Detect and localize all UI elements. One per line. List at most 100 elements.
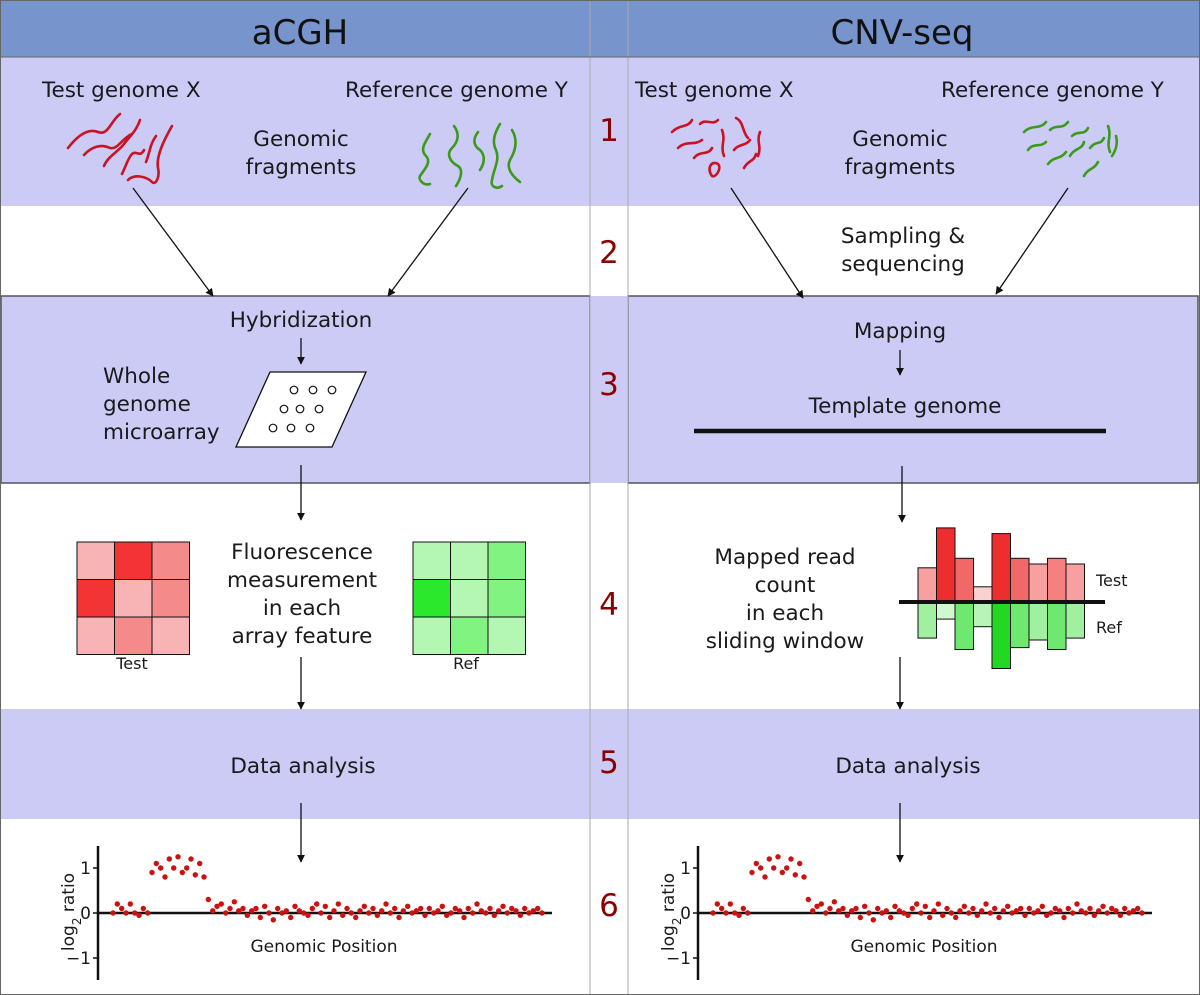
acgh-test-grid-cell-2-2 <box>114 579 153 618</box>
step-number-1: 1 <box>599 113 619 149</box>
acgh-plot-y-tick-label: −1 <box>66 949 91 969</box>
acgh-plot-data-point <box>413 908 419 914</box>
cnvseq-plot-y-tick-label: 0 <box>680 904 691 924</box>
acgh-plot-data-point <box>214 903 220 909</box>
acgh-plot-data-point <box>539 910 545 916</box>
cnvseq-plot-data-point <box>784 865 790 871</box>
acgh-plot-data-point <box>262 903 268 909</box>
acgh-plot-data-point <box>522 905 528 912</box>
cnvseq-plot-data-point <box>818 901 824 907</box>
acgh-plot-data-point <box>387 910 393 916</box>
acgh-test-grid-cell-1-3 <box>151 541 190 580</box>
cnvseq-plot-data-point <box>1078 908 1085 914</box>
acgh-plot-data-point <box>305 912 311 918</box>
acgh-plot-data-point <box>392 905 398 912</box>
cnvseq-plot-data-point <box>857 914 863 921</box>
cnvseq-plot-data-point <box>996 914 1002 921</box>
cnvseq-mapping-label: Mapping <box>854 319 946 344</box>
ref-count-bar <box>917 601 937 639</box>
cnvseq-plot-data-point <box>792 872 798 878</box>
acgh-ref-grid-label: Ref <box>453 654 479 673</box>
acgh-ref-grid-cell-3-1 <box>412 616 451 655</box>
cnvseq-plot-data-point <box>1091 912 1098 918</box>
acgh-fluorescence-label-line-3: in each <box>263 596 341 621</box>
acgh-plot-data-point <box>496 908 502 914</box>
cnvseq-test-genome-label: Test genome X <box>634 78 794 103</box>
cnvseq-plot-data-point <box>983 901 989 907</box>
acgh-plot-data-point <box>210 908 216 914</box>
cnvseq-plot-data-point <box>849 908 855 914</box>
acgh-plot-data-point <box>184 865 190 871</box>
acgh-plot-data-point <box>179 869 185 876</box>
cnvseq-reference-fragments-icon <box>1022 120 1119 178</box>
ref-count-bar <box>1047 601 1067 650</box>
cnvseq-plot-data-point <box>719 905 725 912</box>
acgh-ref-grid-cell-1-2 <box>450 541 489 580</box>
cnvseq-plot-data-point <box>970 905 976 912</box>
cnvseq-plot-data-point <box>710 910 716 916</box>
cnvseq-mapped-label-line-3: in each <box>746 601 824 626</box>
cnvseq-plot-data-point <box>1061 914 1067 921</box>
cnvseq-plot-data-point <box>914 901 920 907</box>
acgh-plot-data-point <box>370 905 376 912</box>
cnvseq-plot-data-point <box>961 903 967 909</box>
cnvseq-plot-data-point <box>1109 905 1115 912</box>
acgh-plot-data-point <box>448 910 454 916</box>
header-acgh: aCGH <box>252 13 349 53</box>
cnvseq-plot-data-point <box>766 856 772 862</box>
cnvseq-plot-data-point <box>922 903 928 909</box>
acgh-plot-data-point <box>244 912 250 918</box>
cnvseq-plot-data-point <box>758 865 764 871</box>
cnvseq-mapped-label-line-4: sliding window <box>706 629 864 654</box>
acgh-ref-grid-cell-2-3 <box>487 579 526 618</box>
cnvseq-plot-data-point <box>866 910 872 916</box>
acgh-plot-data-point <box>509 905 515 912</box>
cnvseq-plot-data-point <box>1083 910 1089 916</box>
acgh-plot-y-axis-label: log2 ratio <box>59 873 84 951</box>
acgh-plot-data-point <box>504 910 510 916</box>
acgh-reference-genome-label: Reference genome Y <box>345 78 569 103</box>
cnvseq-plot-data-point <box>931 908 937 914</box>
acgh-plot-data-point <box>457 908 463 914</box>
cnvseq-plot-data-point <box>1000 908 1006 914</box>
cnvseq-plot-data-point <box>840 905 846 912</box>
acgh-test-grid-label: Test <box>115 654 148 673</box>
acgh-plot-data-point <box>335 901 341 907</box>
cnvseq-plot-data-point <box>775 854 781 860</box>
acgh-plot-data-point <box>422 912 428 918</box>
cnvseq-plot-data-point <box>823 910 829 916</box>
cnvseq-plot-data-point <box>875 905 881 912</box>
acgh-plot-data-point <box>530 908 536 914</box>
acgh-plot-x-axis-label: Genomic Position <box>250 937 397 957</box>
cnvseq-plot-data-point <box>1057 908 1063 914</box>
acgh-plot-data-point <box>114 901 121 907</box>
cnvseq-plot-x-axis-label: Genomic Position <box>850 937 997 957</box>
cnvseq-plot-data-point <box>870 917 876 923</box>
cnvseq-plot-data-point <box>1065 905 1072 912</box>
acgh-plot-data-point <box>257 914 263 921</box>
acgh-plot-data-point <box>322 903 328 909</box>
cnvseq-plot-data-point <box>801 874 807 880</box>
cnvseq-plot-data-point <box>1048 910 1054 916</box>
band-row-5 <box>0 709 1200 819</box>
acgh-plot-data-point <box>132 910 138 916</box>
cnvseq-plot-data-point <box>979 908 985 914</box>
cnvseq-plot-data-point <box>814 903 820 909</box>
step-number-4: 4 <box>599 587 619 623</box>
acgh-plot-data-point <box>344 905 350 912</box>
acgh-plot-data-point <box>353 914 359 921</box>
test-count-bar <box>1047 557 1067 603</box>
acgh-reference-fragments-icon <box>418 122 522 189</box>
ref-count-bar <box>954 601 974 650</box>
cnvseq-arrow-reference-to-mapping <box>995 187 1069 295</box>
acgh-test-grid-cell-3-3 <box>151 616 190 655</box>
cnvseq-plot-data-point <box>987 910 993 916</box>
cnvseq-plot-data-point <box>879 910 885 916</box>
cnvseq-plot-data-point <box>1139 910 1145 916</box>
test-count-bar <box>991 533 1011 603</box>
acgh-plot-data-point <box>418 905 424 912</box>
cnvseq-mapped-label-line-2: count <box>755 573 816 598</box>
acgh-plot-data-point <box>383 901 389 907</box>
